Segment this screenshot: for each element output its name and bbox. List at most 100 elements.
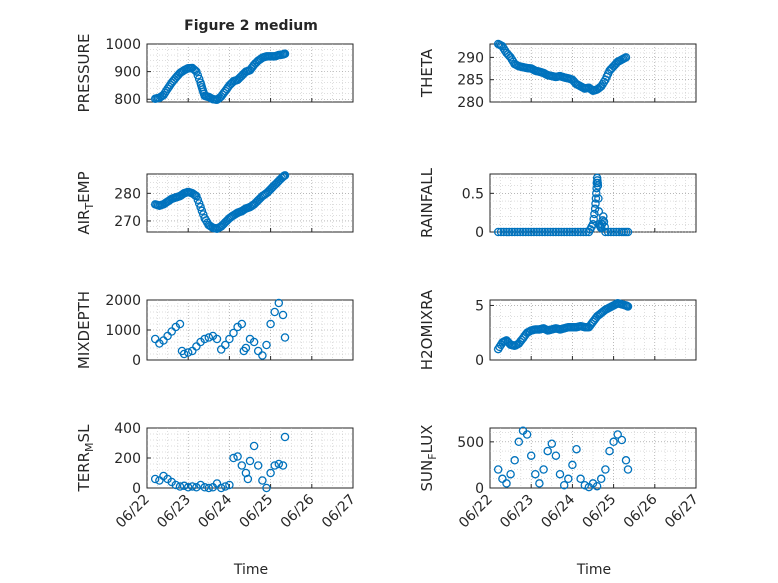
x-tick-label: 06/23 (497, 492, 537, 532)
data-point (573, 227, 583, 237)
data-point (506, 469, 515, 479)
y-tick-label: 285 (457, 73, 484, 89)
subplot-sun-flux: 0 500 06/22 06/23 06/24 06/25 06/26 06/27 SUNFLU… (418, 425, 702, 532)
data-point (613, 430, 622, 439)
data-point (241, 343, 251, 353)
data-point (196, 202, 205, 212)
figure-title: Figure 2 medium (184, 18, 318, 34)
data-point (623, 227, 633, 237)
data-point (499, 44, 508, 53)
data-point (564, 474, 573, 484)
data-point (159, 90, 168, 100)
data-point (200, 483, 209, 492)
data-point (212, 334, 222, 344)
data-point (597, 220, 607, 229)
data-point (270, 461, 279, 470)
data-point (266, 319, 275, 329)
y-axis-label: THETA (418, 48, 436, 98)
y-tick-label: 0 (132, 481, 141, 497)
y-tick-label: 2000 (105, 293, 141, 309)
data-point (495, 342, 504, 352)
data-point (576, 474, 585, 484)
data-point (229, 328, 238, 338)
data-point (216, 483, 226, 493)
data-point (253, 346, 263, 356)
data-point (546, 227, 555, 237)
data-point (594, 194, 603, 203)
y-tick-label: 900 (114, 65, 141, 81)
data-point (192, 67, 201, 76)
data-point (562, 227, 572, 237)
data-point (266, 468, 275, 478)
data-point (551, 227, 561, 237)
data-point (559, 227, 569, 237)
data-point (510, 227, 519, 237)
data-point (204, 483, 214, 493)
y-tick-label: 0 (475, 481, 484, 497)
data-point (596, 474, 606, 484)
data-point (183, 348, 193, 357)
data-point (554, 227, 563, 237)
data-point (521, 227, 530, 237)
data-point (581, 227, 591, 237)
data-point (280, 333, 290, 342)
y-tick-label: 0 (475, 353, 484, 369)
data-point (193, 71, 203, 80)
data-point (233, 452, 242, 461)
data-point (204, 333, 214, 342)
data-point (192, 342, 201, 351)
x-tick-label: 06/25 (237, 492, 277, 532)
data-point (518, 227, 528, 237)
y-tick-label: 280 (114, 186, 141, 202)
data-point (243, 474, 253, 484)
data-point (493, 465, 503, 474)
data-point (249, 337, 259, 347)
data-point (190, 66, 200, 75)
data-point (601, 465, 610, 474)
data-point (609, 437, 618, 447)
data-point (537, 227, 547, 237)
data-point (621, 456, 631, 465)
data-point (200, 334, 209, 344)
x-tick-label: 06/26 (278, 491, 318, 531)
data-point (493, 344, 503, 354)
data-point (572, 444, 581, 454)
x-axis-label-right: Time (576, 562, 611, 578)
data-point (548, 227, 558, 237)
y-tick-label: 1000 (105, 37, 141, 53)
subplots: 800 900 1000 PRESSURE 280 285 290 THETA 270 280 AI… (75, 34, 702, 532)
data-point (580, 480, 590, 490)
data-point (221, 482, 230, 491)
data-point (171, 480, 181, 490)
data-point (150, 474, 160, 484)
data-point (197, 206, 207, 216)
y-tick-label: 0 (475, 225, 484, 241)
subplot-h2omixra: 0 5 H2OMIXRA (418, 289, 697, 370)
data-point (183, 483, 193, 492)
data-point (621, 53, 631, 62)
data-point (179, 481, 189, 491)
data-point (524, 227, 533, 237)
data-point (593, 178, 602, 188)
data-point (188, 482, 197, 491)
subplot-pressure: 800 900 1000 PRESSURE (75, 34, 354, 112)
x-tick-label: 06/24 (538, 491, 578, 531)
data-point (280, 49, 290, 58)
data-point (192, 191, 201, 201)
data-point (190, 190, 200, 200)
x-tick-label: 06/26 (621, 491, 661, 531)
data-point (192, 483, 201, 492)
data-point (270, 307, 279, 317)
data-point (526, 451, 536, 460)
data-point (623, 465, 633, 474)
data-point (617, 435, 627, 445)
data-point (589, 214, 598, 224)
data-point (502, 479, 511, 488)
data-point (513, 227, 522, 237)
data-point (510, 456, 519, 465)
data-point (175, 319, 185, 329)
data-point (506, 53, 515, 62)
data-point (592, 189, 601, 198)
data-point (539, 465, 548, 474)
